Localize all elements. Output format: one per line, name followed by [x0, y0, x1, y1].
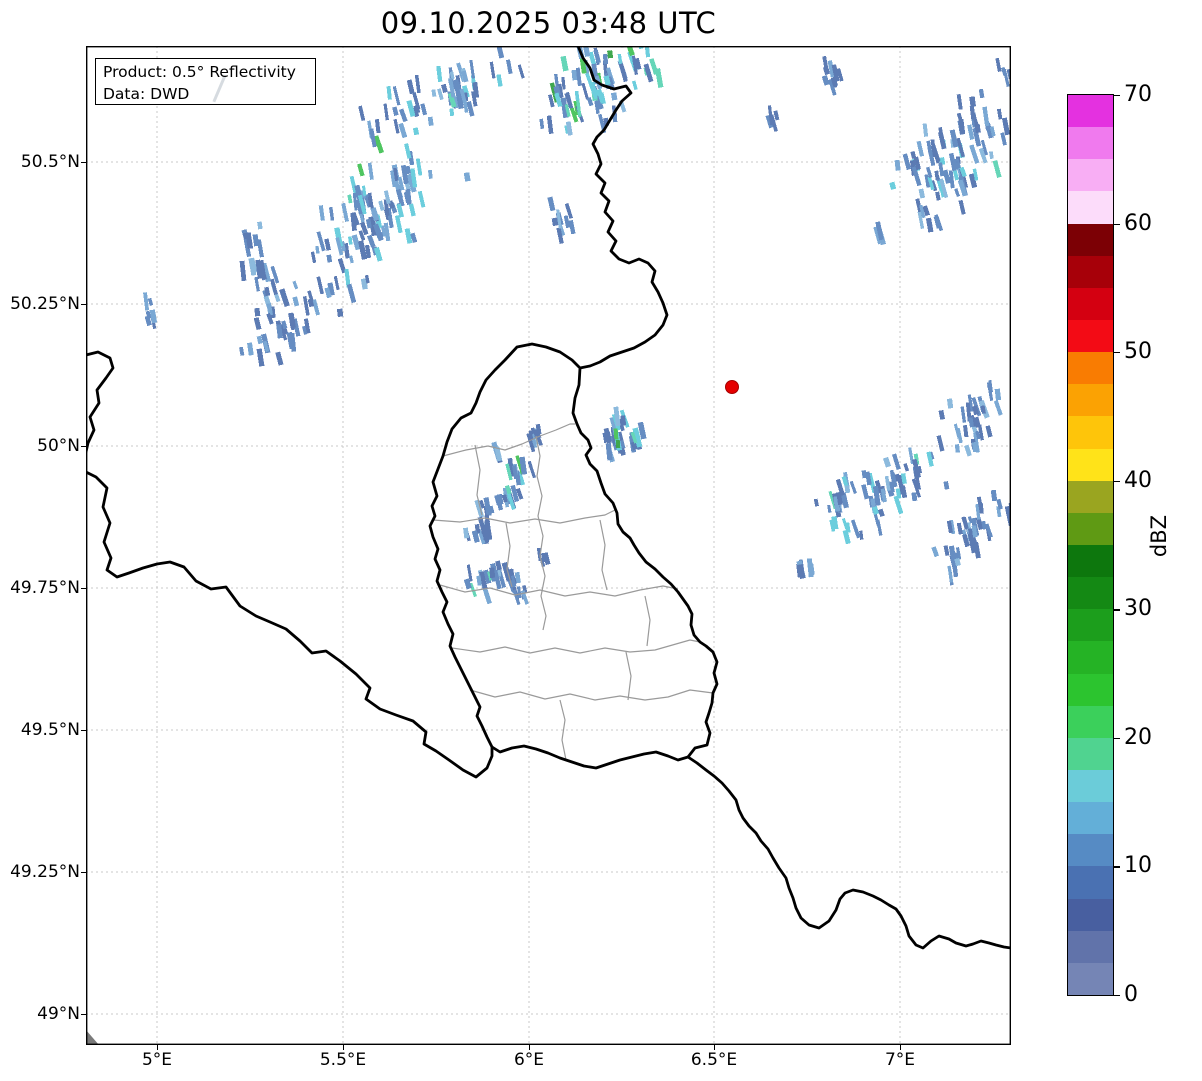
colorbar-tick-label: 70	[1124, 82, 1152, 107]
y-tick-label: 49.25°N	[10, 862, 80, 882]
colorbar-segment	[1068, 287, 1113, 320]
colorbar-tick-mark	[1113, 866, 1120, 868]
colorbar-tick-label: 10	[1124, 853, 1152, 879]
map-canvas	[86, 46, 1011, 1045]
colorbar-segment	[1068, 480, 1113, 513]
data-source-label: Data: DWD	[103, 85, 190, 103]
y-tick-label: 50°N	[37, 436, 80, 456]
colorbar-segment	[1068, 351, 1113, 385]
colorbar-tick-mark	[1113, 480, 1120, 483]
colorbar-tick-mark	[1113, 995, 1120, 997]
x-tick-mark	[529, 1045, 531, 1050]
y-tick-label: 49.5°N	[20, 720, 80, 740]
product-info-box: Product: 0.5° Reflectivity Data: DWD	[95, 58, 316, 105]
colorbar-segment	[1068, 865, 1113, 899]
colorbar-segment	[1068, 255, 1113, 288]
colorbar-tick-label: 30	[1124, 596, 1152, 622]
colorbar-segment	[1068, 319, 1113, 353]
country-borders	[86, 46, 1011, 950]
map-extras	[86, 380, 739, 1045]
colorbar-tick-mark	[1113, 223, 1120, 225]
colorbar-segment	[1068, 705, 1113, 738]
colorbar-label: dBZ	[1147, 514, 1171, 558]
colorbar-segment	[1068, 223, 1113, 256]
colorbar-segment	[1068, 608, 1113, 642]
y-tick-mark	[81, 730, 86, 732]
x-tick-label: 7°E	[884, 1050, 916, 1070]
y-tick-label: 49°N	[37, 1004, 80, 1024]
y-tick-mark	[81, 1014, 86, 1016]
figure-title: 09.10.2025 03:48 UTC	[380, 6, 717, 40]
x-tick-label: 6°E	[513, 1050, 545, 1070]
colorbar-tick-label: 40	[1124, 467, 1152, 493]
colorbar-segment	[1068, 930, 1113, 963]
colorbar-segment	[1068, 737, 1113, 770]
x-tick-mark	[157, 1045, 159, 1050]
colorbar-segment	[1068, 833, 1113, 867]
product-label: Product: 0.5° Reflectivity	[103, 63, 296, 81]
colorbar-tick-label: 60	[1124, 210, 1152, 236]
colorbar-tick-mark	[1113, 95, 1120, 97]
x-tick-mark	[714, 1045, 716, 1050]
colorbar	[1067, 94, 1114, 996]
colorbar-segment	[1068, 673, 1113, 706]
x-tick-label: 5°E	[141, 1050, 173, 1070]
colorbar-tick-label: 0	[1124, 982, 1138, 1007]
colorbar-segment	[1068, 415, 1113, 449]
radar-echoes	[143, 46, 1011, 606]
x-tick-mark	[900, 1045, 902, 1050]
colorbar-segment	[1068, 640, 1113, 674]
colorbar-tick-mark	[1113, 737, 1120, 740]
colorbar-segment	[1068, 190, 1113, 224]
colorbar-segment	[1068, 544, 1113, 578]
x-tick-label: 5.5°E	[319, 1050, 367, 1070]
y-tick-mark	[81, 446, 86, 448]
colorbar-segment	[1068, 158, 1113, 192]
colorbar-segment	[1068, 898, 1113, 931]
colorbar-segment	[1068, 962, 1113, 995]
colorbar-tick-mark	[1113, 609, 1120, 611]
colorbar-segment	[1068, 769, 1113, 803]
graticule-gridlines	[86, 46, 1011, 1045]
axes-frame	[86, 46, 1011, 1045]
canton-borders	[432, 423, 714, 761]
y-tick-label: 50.25°N	[10, 294, 80, 314]
colorbar-tick-label: 20	[1124, 724, 1152, 750]
x-tick-label: 6.5°E	[690, 1050, 738, 1070]
colorbar-segment	[1068, 94, 1113, 128]
x-tick-mark	[343, 1045, 345, 1050]
colorbar-tick-label: 50	[1124, 339, 1152, 365]
y-tick-label: 49.75°N	[10, 578, 80, 598]
colorbar-segment	[1068, 126, 1113, 160]
colorbar-segment	[1068, 383, 1113, 417]
y-tick-label: 50.5°N	[20, 152, 80, 172]
map-plot-area	[86, 46, 1011, 1045]
y-tick-mark	[81, 162, 86, 164]
colorbar-segment	[1068, 801, 1113, 835]
colorbar-segment	[1068, 448, 1113, 481]
y-tick-mark	[81, 588, 86, 590]
colorbar-tick-mark	[1113, 352, 1120, 354]
y-tick-mark	[81, 872, 86, 874]
y-tick-mark	[81, 304, 86, 306]
colorbar-segment	[1068, 512, 1113, 545]
colorbar-segment	[1068, 576, 1113, 610]
